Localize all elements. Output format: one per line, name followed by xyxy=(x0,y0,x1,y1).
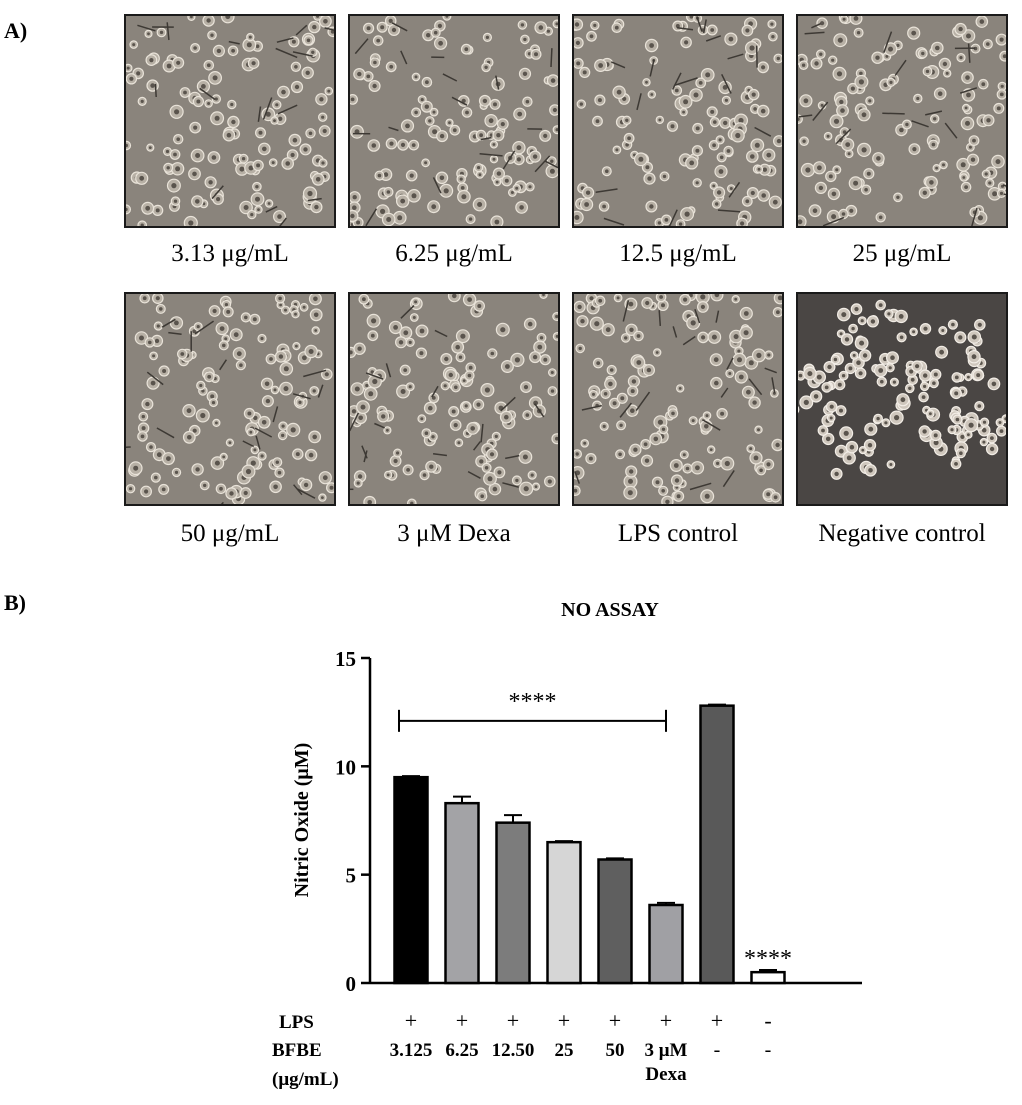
micrograph-caption: 3.13 μg/mL xyxy=(171,240,289,267)
micrograph-image xyxy=(124,14,336,228)
micrograph-caption: 6.25 μg/mL xyxy=(395,240,513,267)
no-assay-bar-chart: NO ASSAY 0 5 10 15 Nitric Oxide (μM) **** **** L… xyxy=(272,599,862,1090)
y-tick-label: 5 xyxy=(346,864,357,888)
bfbe-cell: 25 xyxy=(555,1040,574,1061)
bar xyxy=(546,840,582,985)
bfbe-cell: 6.25 xyxy=(445,1040,478,1061)
micrograph-texture xyxy=(350,16,558,226)
row-label-bfbe: BFBE xyxy=(272,1040,322,1061)
panel-a-label: A) xyxy=(4,18,28,43)
micrograph-caption: 50 μg/mL xyxy=(180,520,280,547)
lps-cell: + xyxy=(558,1008,570,1033)
micrograph-panel: 3.13 μg/mL xyxy=(124,14,336,292)
micrograph-panel: 12.5 μg/mL xyxy=(572,14,784,292)
micrograph-panel: 50 μg/mL xyxy=(124,292,336,570)
lps-cell: + xyxy=(609,1008,621,1033)
row-label-unit: (μg/mL) xyxy=(272,1069,339,1090)
micrograph-texture xyxy=(126,16,334,226)
micrograph-caption: 25 μg/mL xyxy=(852,240,952,267)
micrograph-caption: 3 μM Dexa xyxy=(397,520,511,547)
bfbe-cell: 3 μM xyxy=(645,1040,688,1061)
micrograph-image xyxy=(348,292,560,506)
micrograph-image xyxy=(796,292,1008,506)
bar xyxy=(393,775,429,985)
bfbe-cell: 3.125 xyxy=(390,1040,433,1061)
bfbe-cell-line2: Dexa xyxy=(645,1064,687,1085)
micrograph-image xyxy=(572,14,784,228)
lps-cell: + xyxy=(456,1008,468,1033)
lps-cell: + xyxy=(660,1008,672,1033)
micrograph-panel: LPS control xyxy=(572,292,784,570)
lps-cell: - xyxy=(764,1008,771,1033)
bar xyxy=(495,821,531,985)
significance-label: **** xyxy=(509,689,557,715)
bar xyxy=(750,970,786,985)
lps-cell: + xyxy=(711,1008,723,1033)
y-tick-label: 15 xyxy=(335,647,356,671)
row-label-lps: LPS xyxy=(279,1012,314,1033)
y-axis-label: Nitric Oxide (μM) xyxy=(291,743,313,898)
micrograph-caption: Negative control xyxy=(818,520,986,547)
micrograph-texture xyxy=(574,294,782,504)
bfbe-cell: 50 xyxy=(606,1040,625,1061)
bar xyxy=(699,704,735,985)
micrograph-panel: 6.25 μg/mL xyxy=(348,14,560,292)
micrograph-texture xyxy=(350,294,558,504)
micrograph-image xyxy=(796,14,1008,228)
bar xyxy=(597,858,633,985)
bfbe-cell: 12.50 xyxy=(492,1040,535,1061)
micrograph-texture xyxy=(574,16,782,226)
bar xyxy=(648,903,684,985)
micrograph-panel: 25 μg/mL xyxy=(796,14,1008,292)
y-tick-label: 0 xyxy=(346,972,357,996)
micrograph-texture xyxy=(126,294,334,504)
chart-title: NO ASSAY xyxy=(561,599,659,621)
micrograph-texture xyxy=(798,294,1006,504)
micrograph-image xyxy=(348,14,560,228)
micrograph-row: 3.13 μg/mL 6.25 μg/mL 12.5 μg/mL 25 μg/m… xyxy=(124,14,1008,292)
lps-cell: + xyxy=(507,1008,519,1033)
bar xyxy=(444,801,480,985)
lps-cell: + xyxy=(405,1008,417,1033)
micrograph-panel: Negative control xyxy=(796,292,1008,570)
micrograph-grid: 3.13 μg/mL 6.25 μg/mL 12.5 μg/mL 25 μg/m… xyxy=(124,14,1008,570)
micrograph-texture xyxy=(798,16,1006,226)
micrograph-image xyxy=(124,292,336,506)
bfbe-cell: - xyxy=(714,1039,721,1061)
panel-b-label: B) xyxy=(4,590,26,615)
bfbe-cell: - xyxy=(765,1039,772,1061)
micrograph-caption: LPS control xyxy=(617,520,739,547)
micrograph-row: 50 μg/mL 3 μM Dexa LPS control Negative … xyxy=(124,292,1008,570)
significance-label-negative: **** xyxy=(744,946,792,972)
micrograph-image xyxy=(572,292,784,506)
y-tick-label: 10 xyxy=(335,755,356,779)
micrograph-caption: 12.5 μg/mL xyxy=(619,240,737,267)
micrograph-panel: 3 μM Dexa xyxy=(348,292,560,570)
